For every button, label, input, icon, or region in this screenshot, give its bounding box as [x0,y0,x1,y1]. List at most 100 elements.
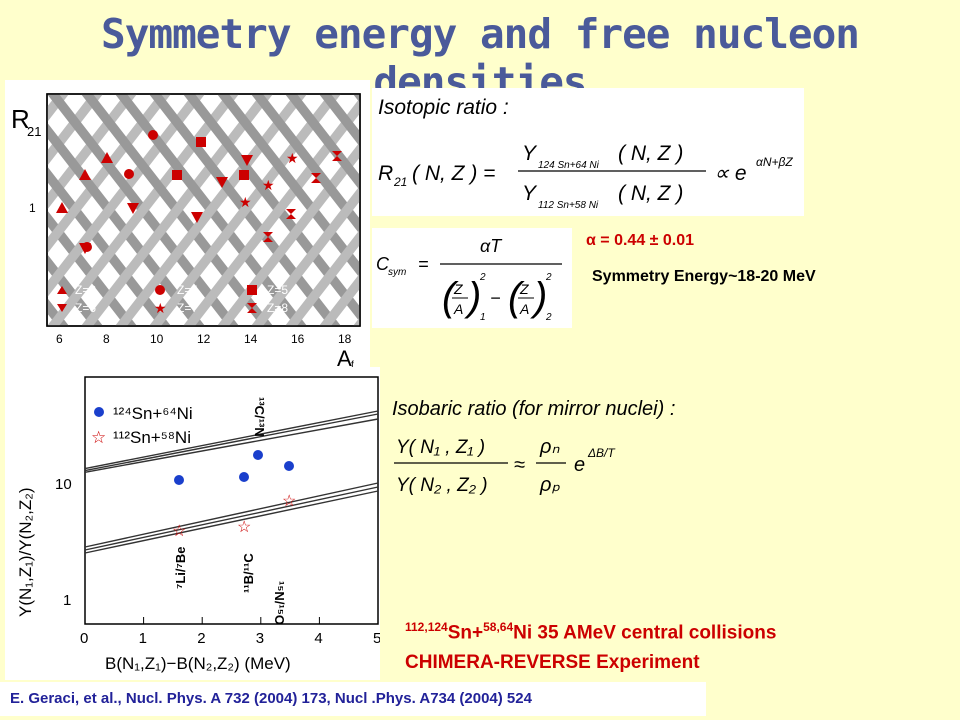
top-xtick: 14 [244,332,258,346]
legend-z5: Z=5 [267,283,288,297]
top-ytick: 1 [29,201,36,215]
top-legend: Z=3 Z=4 Z=5 Z=6 ★ Z=7 Z=8 [57,283,288,316]
isotopic-prop: ∝ e [714,162,747,185]
sup-sn: 112,124 [405,620,448,634]
band-down [251,94,360,235]
data-point-124sn [253,450,263,460]
csym-a2: A [519,301,529,317]
isotopic-args: ( N, Z ) = [412,162,495,185]
ni-text: Ni 35 AMeV central collisions [513,622,777,644]
csym-z2: Z [519,281,529,297]
isotopic-ratio-plot: R 21 1 6 8 10 12 14 16 18 A f ★ ★ ★ Z=3 Z=4 Z=5 … [5,80,370,371]
marker [332,151,342,161]
marker [286,209,296,219]
csym-z1: Z [453,281,463,297]
alpha-value: α = 0.44 ± 0.01 [586,232,695,249]
top-ylabel: R [11,104,30,134]
marker [124,169,134,179]
isotopic-lhs: R [378,162,393,185]
slide-title: Symmetry energy and free nucleon densiti… [101,10,860,106]
bottom-ytick-10: 10 [55,476,72,493]
marker [311,173,321,183]
marker [148,130,158,140]
csym-a1: A [453,301,463,317]
top-xtick: 18 [338,332,352,346]
paren-close-1: ) [464,275,481,319]
sup-ni: 58,64 [483,620,514,634]
marker [82,242,92,252]
csym-sub2: 2 [545,312,552,323]
csym-lhs-sub: sym [388,267,406,278]
legend-124sn: ¹²⁴Sn+⁶⁴Ni [113,404,193,423]
data-point-112sn: ☆ [282,493,296,510]
collision-description: 112,124Sn+58,64Ni 35 AMeV central collis… [405,612,776,678]
den-y: Y [522,182,538,205]
data-point-112sn: ☆ [237,519,251,536]
bottom-ytick-1: 1 [63,592,71,609]
top-xtick: 12 [197,332,211,346]
csym-minus: − [490,288,501,308]
svg-text:☆: ☆ [91,428,106,447]
num-y: Y [522,142,538,165]
legend-z4: Z=4 [177,283,198,297]
reference-citation: E. Geraci, et al., Nucl. Phys. A 732 (20… [0,682,706,716]
label-li-be: ⁷Li/⁷Be [173,546,188,589]
label-b-c: ¹¹B/¹¹C [241,553,256,593]
band-up [115,94,307,326]
band-up [319,273,360,326]
top-xtick: 6 [56,332,63,346]
marker [241,155,253,166]
bottom-xtick: 1 [139,630,147,647]
band-up [353,316,360,326]
csym-sq1: 2 [479,272,486,283]
fit-line [84,410,379,470]
top-xlabel-sub: f [351,360,354,370]
isobaric-num: Y( N₁ , Z₁ ) [396,437,485,458]
marker [216,177,228,188]
fit-line [84,482,379,548]
band-up [285,229,360,326]
data-point-124sn [284,461,294,471]
paren-open-2: ( [508,275,525,319]
top-xtick: 8 [103,332,110,346]
csym-lhs: C [376,254,390,274]
isobaric-ratio-plot: ☆ ☆ ☆ Y(N₁,Z₁)/Y(N₂,Z₂) 10 1 0 1 2 3 4 5 B(N₁,Z… [5,367,381,680]
marker [196,137,206,147]
fit-line [84,490,379,554]
marker: ★ [262,177,275,193]
marker [101,152,113,163]
band-up [251,185,360,326]
collision-line: 112,124Sn+58,64Ni 35 AMeV central collis… [405,612,776,648]
data-point-124sn [174,475,184,485]
marker [127,203,139,214]
top-xtick: 16 [291,332,305,346]
label-n-o: ¹⁵N/¹⁵O [272,581,287,625]
isotopic-ratio-formula: Isotopic ratio : R 21 ( N, Z ) = Y 124 S… [372,88,804,216]
bottom-xtick: 0 [80,630,88,647]
band-down [319,94,360,147]
bottom-xtick: 5 [373,630,380,647]
top-xtick: 10 [150,332,164,346]
svg-text:★: ★ [154,300,167,316]
top-xlabel: A [337,346,352,370]
fit-line [84,418,379,473]
csym-numerator: αT [480,236,503,256]
isotopic-exp: αN+βZ [756,155,793,169]
isobaric-exp: ΔB/T [587,446,616,460]
data-point-124sn [239,472,249,482]
band-up [47,94,239,326]
isobaric-e: e [574,454,585,476]
fit-line [84,413,379,472]
marker [191,212,203,223]
num-sub: 124 Sn+64 Ni [538,160,600,171]
rho-n: ρₙ [539,436,560,458]
isobaric-den: Y( N₂ , Z₂ ) [396,475,488,496]
symmetry-energy-text: Symmetry Energy~18-20 MeV [592,268,816,285]
csym-sq2: 2 [545,272,552,283]
marker [239,170,249,180]
isobaric-heading: Isobaric ratio (for mirror nuclei) : [392,398,675,420]
marker [79,169,91,180]
csym-eq: = [418,254,429,274]
data-point-112sn: ☆ [172,523,186,540]
csym-sub1: 1 [480,312,486,323]
